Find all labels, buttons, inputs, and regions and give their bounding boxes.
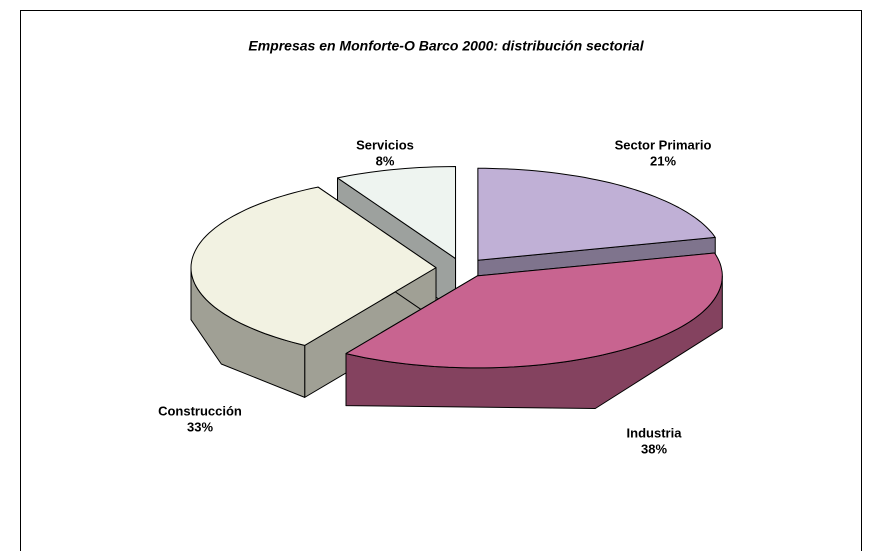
slice-value-label: 38% bbox=[641, 441, 667, 456]
slice-label: Construcción bbox=[158, 403, 242, 418]
slice-label: Servicios bbox=[356, 137, 414, 152]
slice-label: Sector Primario bbox=[615, 137, 712, 152]
slice-top bbox=[337, 166, 457, 260]
chart-title: Empresas en Monforte-O Barco 2000: distr… bbox=[248, 38, 644, 54]
pie-slice bbox=[345, 252, 723, 409]
slice-label: Industria bbox=[627, 425, 683, 440]
slice-top bbox=[345, 252, 723, 369]
slice-top bbox=[477, 167, 716, 261]
slice-top bbox=[190, 186, 437, 346]
slice-value-label: 8% bbox=[376, 153, 395, 168]
slice-value-label: 33% bbox=[187, 419, 213, 434]
slice-value-label: 21% bbox=[650, 153, 676, 168]
pie-slice bbox=[190, 186, 437, 398]
